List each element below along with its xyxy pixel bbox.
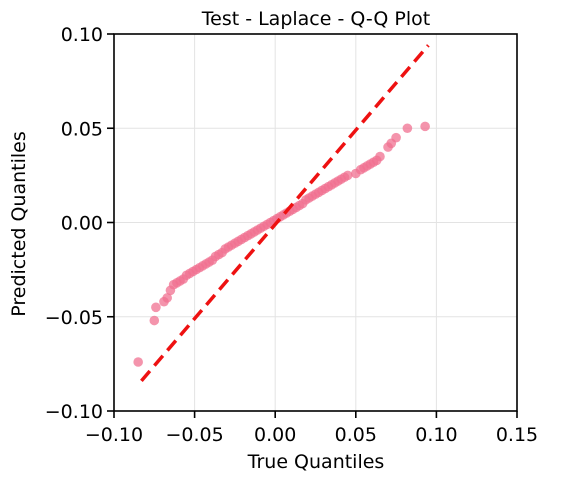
data-point [149, 315, 160, 326]
y-tick-label: 0.05 [61, 118, 103, 140]
y-tick-label: −0.05 [45, 307, 103, 329]
data-point [420, 121, 430, 132]
scatter-points [133, 121, 430, 367]
data-point [342, 170, 353, 181]
y-tick-label: 0.00 [61, 213, 103, 235]
x-tick-label: 0.00 [254, 424, 296, 446]
x-tick-label: 0.10 [415, 424, 457, 446]
axis-ticks: −0.10 −0.05 0.00 0.05 0.10 0.15 −0.10 −0.05 0.00… [45, 24, 538, 446]
y-tick-label: −0.10 [45, 401, 103, 423]
data-point [162, 293, 172, 303]
y-tick-label: 0.10 [61, 24, 103, 46]
x-axis-title: True Quantiles [247, 451, 385, 473]
data-point [375, 151, 385, 162]
y-axis-title: Predicted Quantiles [8, 131, 30, 317]
data-point [151, 302, 161, 313]
x-tick-label: 0.05 [335, 424, 377, 446]
reference-line [140, 44, 430, 382]
data-point [402, 123, 413, 134]
x-tick-label: −0.05 [165, 424, 223, 446]
chart-title: Test - Laplace - Q-Q Plot [201, 8, 430, 30]
x-tick-label: −0.10 [85, 424, 143, 446]
data-point [133, 357, 143, 367]
grid-lines [113, 33, 518, 412]
data-point [391, 132, 401, 143]
x-tick-label: 0.15 [496, 424, 538, 446]
